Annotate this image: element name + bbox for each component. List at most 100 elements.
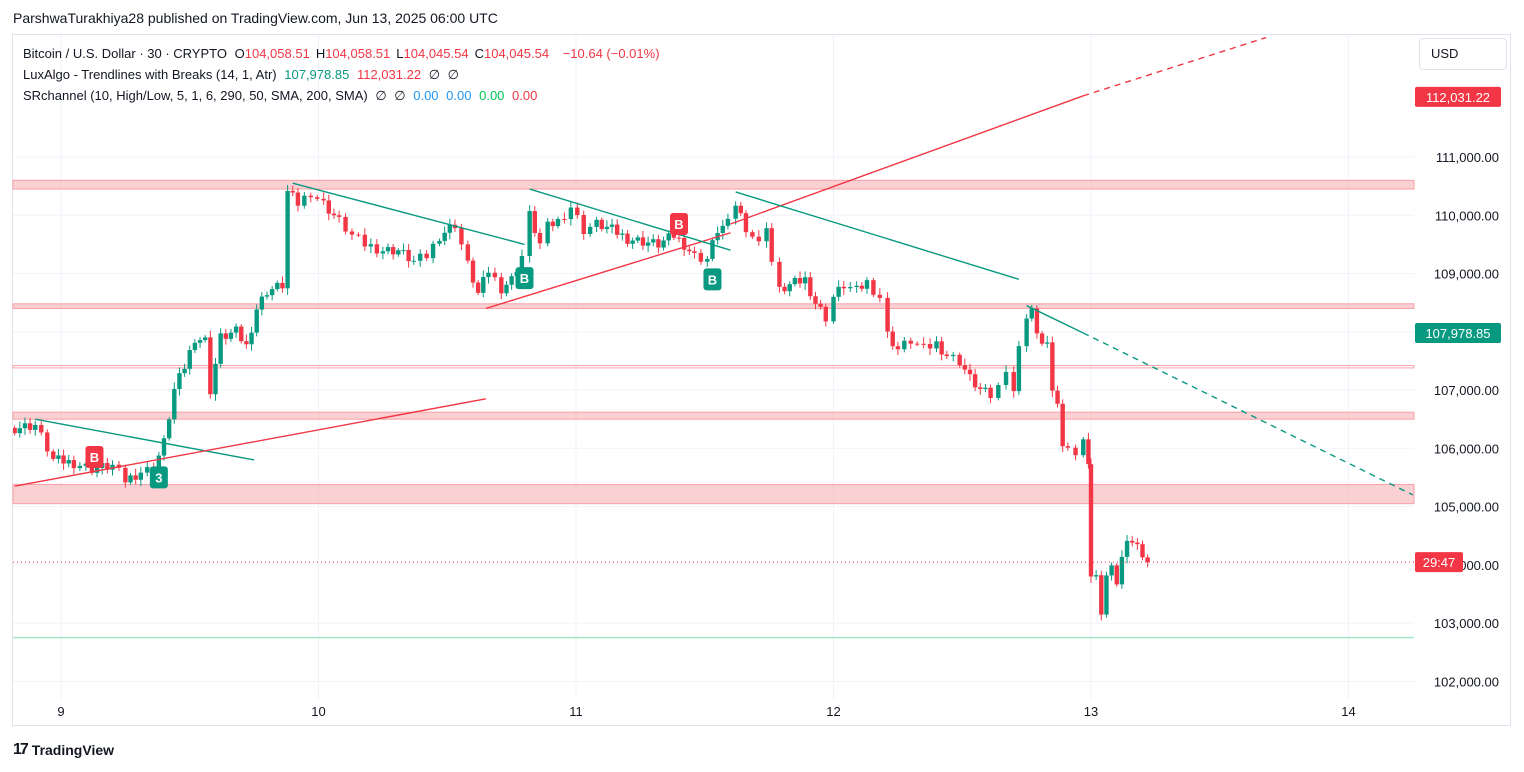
candle-body (295, 192, 301, 206)
candle-body (197, 340, 203, 343)
candle-body (733, 205, 738, 219)
candle-body (27, 423, 33, 430)
candle-body (581, 215, 586, 235)
candle-body (698, 252, 704, 262)
candle-body (145, 467, 150, 473)
candle-body (470, 260, 476, 283)
candle-body (182, 368, 187, 374)
candle-body (808, 277, 813, 297)
candle-body (1088, 464, 1094, 577)
candle-body (787, 284, 792, 292)
candle-body (161, 438, 167, 456)
currency-button[interactable]: USD (1419, 38, 1507, 70)
candle-body (676, 237, 682, 239)
candle-body (967, 369, 973, 375)
candle-body (777, 261, 782, 287)
sr-zone (12, 483, 1415, 505)
x-tick-label: 10 (311, 704, 325, 719)
break-marker (703, 268, 722, 291)
candle-body (599, 219, 604, 230)
tradingview-mark-icon: 17 (13, 741, 29, 758)
candle-body (841, 286, 846, 289)
candle-body (620, 233, 625, 235)
candle-body (208, 337, 213, 395)
candle-body (156, 455, 162, 473)
price-axis-label-text: 107,978.85 (1425, 326, 1490, 341)
candle-body (1003, 371, 1009, 386)
candle-body (1060, 403, 1065, 447)
candle-body (797, 277, 803, 284)
candle-body (1029, 308, 1034, 319)
candle-body (172, 388, 177, 420)
candle-body (89, 463, 95, 473)
candle-body (385, 247, 391, 252)
candle-body (396, 250, 401, 255)
candle-body (406, 249, 411, 262)
candle-body (743, 213, 749, 233)
candle-body (944, 354, 949, 357)
candle-body (509, 276, 514, 285)
candle-body (13, 427, 17, 434)
candle-body (802, 277, 808, 284)
candle-body (908, 340, 913, 344)
srchannel-value-4: 0.00 (446, 88, 472, 103)
legend-symbol-row: Bitcoin / U.S. Dollar · 30 · CRYPTO O104… (23, 46, 664, 61)
candle-body (871, 280, 876, 295)
candle-body (978, 387, 983, 389)
y-tick-label: 105,000.00 (1434, 500, 1499, 515)
candle-body (1050, 342, 1055, 391)
luxalgo-value-3: ∅ (428, 67, 441, 82)
sr-zone (12, 411, 1415, 420)
candle-body (275, 282, 280, 290)
candle-body (213, 363, 218, 395)
candle-body (1119, 556, 1125, 585)
srchannel-value-1: ∅ (375, 88, 387, 103)
price-change: −10.64 (−0.01%) (562, 46, 660, 61)
symbol-label[interactable]: Bitcoin / U.S. Dollar · 30 · CRYPTO (23, 46, 227, 61)
candle-body (687, 249, 692, 252)
candle-body (671, 233, 677, 238)
break-marker (515, 267, 534, 290)
sr-zone (12, 303, 1415, 309)
candle-body (362, 234, 368, 247)
candle-body (1081, 439, 1086, 456)
candle-body (203, 337, 208, 341)
candle-body (630, 240, 635, 244)
candle-body (988, 387, 993, 398)
candle-body (110, 464, 115, 470)
ohlc-value: 104,045.54 (483, 46, 550, 61)
candle-body (326, 200, 331, 214)
price-axis-label (1415, 86, 1501, 107)
trendline (730, 95, 1084, 225)
srchannel-indicator-name[interactable]: SRchannel (10, High/Low, 5, 1, 6, 290, 5… (23, 88, 368, 103)
candle-body (239, 326, 244, 342)
candle-body (813, 296, 818, 304)
candle-body (756, 236, 762, 242)
publisher-line: ParshwaTurakhiya28 published on TradingV… (13, 10, 498, 26)
tradingview-logo[interactable]: 17 TradingView (13, 741, 114, 759)
candle-body (177, 373, 182, 389)
candle-body (1055, 390, 1060, 404)
chart-frame (12, 34, 1511, 726)
candle-body (983, 387, 988, 389)
candle-body (890, 331, 895, 347)
break-marker-label: B (90, 450, 99, 465)
srchannel-value-2: ∅ (394, 88, 406, 103)
candle-body (192, 342, 198, 351)
candle-body (123, 467, 128, 483)
candle-body (1099, 575, 1104, 615)
trendline (292, 182, 525, 246)
candle-body (885, 297, 890, 332)
candle-body (545, 221, 550, 244)
candle-body (486, 272, 491, 278)
candle-body (656, 239, 661, 248)
candle-body (1045, 342, 1050, 344)
y-tick-label: 102,000.00 (1434, 674, 1499, 689)
candle-body (720, 225, 725, 233)
luxalgo-indicator-name[interactable]: LuxAlgo - Trendlines with Breaks (14, 1,… (23, 67, 277, 82)
ohlc-key: H (315, 46, 326, 61)
candle-body (555, 218, 561, 227)
candle-body (259, 296, 265, 310)
candle-body (681, 237, 687, 250)
